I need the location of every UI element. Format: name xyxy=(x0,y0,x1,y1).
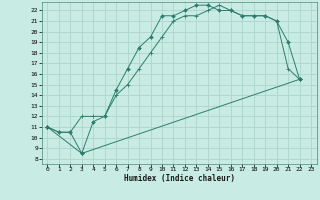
X-axis label: Humidex (Indice chaleur): Humidex (Indice chaleur) xyxy=(124,174,235,183)
